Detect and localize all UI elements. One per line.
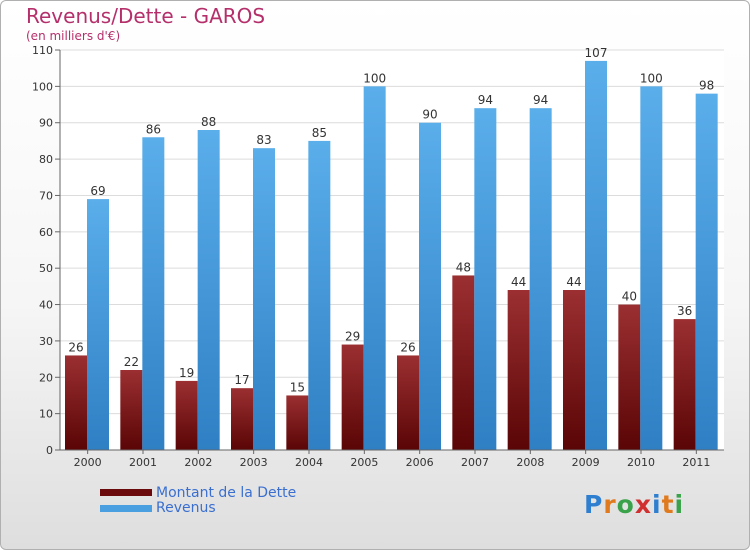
value-label: 86 bbox=[146, 122, 161, 136]
logo-letter: x bbox=[634, 490, 652, 519]
value-label: 100 bbox=[363, 71, 386, 85]
logo-letter: i bbox=[652, 490, 662, 519]
bar-revenus bbox=[419, 122, 441, 451]
bar-revenus bbox=[640, 86, 663, 450]
bar-revenus bbox=[585, 60, 607, 451]
value-label: 90 bbox=[422, 108, 437, 122]
y-tick-label: 100 bbox=[32, 80, 53, 93]
chart-subtitle: (en milliers d'€) bbox=[26, 29, 121, 43]
bar-dette bbox=[452, 275, 475, 450]
logo-letter: o bbox=[616, 490, 635, 519]
y-tick-label: 10 bbox=[39, 408, 53, 421]
value-label: 100 bbox=[640, 71, 663, 85]
value-label: 36 bbox=[677, 304, 692, 318]
value-label: 44 bbox=[511, 275, 526, 289]
value-label: 44 bbox=[566, 275, 581, 289]
bar-revenus bbox=[87, 199, 109, 450]
bar-dette bbox=[231, 388, 253, 450]
x-tick-label: 2005 bbox=[350, 456, 378, 469]
plot-area bbox=[60, 50, 724, 450]
value-label: 94 bbox=[533, 93, 548, 107]
y-tick-label: 40 bbox=[39, 299, 53, 312]
bar-dette bbox=[341, 344, 364, 450]
y-tick-label: 110 bbox=[32, 44, 53, 57]
bar-dette bbox=[673, 319, 696, 450]
bars bbox=[65, 60, 718, 451]
x-tick-label: 2001 bbox=[129, 456, 157, 469]
value-label: 69 bbox=[90, 184, 105, 198]
logo-letter: r bbox=[603, 490, 617, 519]
logo-letter: i bbox=[674, 490, 685, 519]
x-tick-label: 2009 bbox=[572, 456, 600, 469]
value-label: 107 bbox=[585, 46, 608, 60]
bar-dette bbox=[65, 355, 87, 450]
bar-dette bbox=[507, 290, 530, 450]
value-label: 40 bbox=[622, 290, 637, 304]
value-label: 17 bbox=[234, 373, 249, 387]
x-tick-label: 2007 bbox=[461, 456, 489, 469]
value-label: 98 bbox=[699, 79, 714, 93]
x-tick-label: 2004 bbox=[295, 456, 323, 469]
bar-revenus bbox=[695, 93, 718, 451]
bar-revenus bbox=[197, 130, 220, 450]
value-label: 94 bbox=[478, 93, 493, 107]
legend-label-revenus: Revenus bbox=[156, 500, 216, 516]
value-label: 85 bbox=[312, 126, 327, 140]
bar-revenus bbox=[363, 86, 386, 450]
x-tick-label: 2000 bbox=[74, 456, 102, 469]
value-label: 15 bbox=[290, 380, 305, 394]
chart-title: Revenus/Dette - GAROS bbox=[26, 4, 266, 28]
logo-letter: t bbox=[661, 490, 675, 519]
bar-dette bbox=[563, 290, 585, 450]
y-tick-label: 50 bbox=[39, 262, 53, 275]
value-label: 83 bbox=[256, 133, 271, 147]
bar-dette bbox=[286, 395, 309, 450]
value-label: 26 bbox=[400, 340, 415, 354]
x-tick-label: 2008 bbox=[516, 456, 544, 469]
bar-dette bbox=[618, 304, 641, 450]
legend-swatch-dette bbox=[100, 489, 152, 496]
x-tick-label: 2011 bbox=[682, 456, 710, 469]
x-tick-label: 2010 bbox=[627, 456, 655, 469]
x-tick-label: 2003 bbox=[240, 456, 268, 469]
y-tick-label: 0 bbox=[46, 444, 53, 457]
y-tick-label: 20 bbox=[39, 371, 53, 384]
value-label: 29 bbox=[345, 330, 360, 344]
value-label: 48 bbox=[456, 260, 471, 274]
y-tick-label: 80 bbox=[39, 153, 53, 166]
x-tick-label: 2006 bbox=[406, 456, 434, 469]
y-tick-label: 60 bbox=[39, 226, 53, 239]
legend-label-dette: Montant de la Dette bbox=[156, 485, 297, 501]
bar-revenus bbox=[474, 108, 497, 450]
y-tick-label: 30 bbox=[39, 335, 53, 348]
bar-revenus bbox=[142, 137, 165, 451]
x-tick-label: 2002 bbox=[184, 456, 212, 469]
y-tick-label: 90 bbox=[39, 117, 53, 130]
bar-revenus bbox=[529, 108, 552, 450]
bar-dette bbox=[120, 370, 143, 450]
bar-revenus bbox=[308, 140, 331, 450]
value-labels: 26 69 22 86 19 88 17 83 15 85 29 100 26 90 48 94 44 94 44 1… bbox=[68, 46, 714, 395]
value-label: 19 bbox=[179, 366, 194, 380]
proxiti-logo: Proxiti bbox=[584, 490, 684, 519]
axes: 0 10 20 30 40 50 60 70 80 90 100 110 2000 2001 2002 200… bbox=[32, 44, 724, 469]
bar-revenus bbox=[253, 148, 275, 450]
bar-dette bbox=[397, 355, 419, 450]
value-label: 22 bbox=[124, 355, 139, 369]
value-label: 26 bbox=[68, 340, 83, 354]
bar-dette bbox=[175, 380, 198, 450]
y-tick-label: 70 bbox=[39, 189, 53, 202]
value-label: 88 bbox=[201, 115, 216, 129]
logo-letter: P bbox=[584, 490, 604, 519]
legend-swatch-revenus bbox=[100, 505, 152, 512]
